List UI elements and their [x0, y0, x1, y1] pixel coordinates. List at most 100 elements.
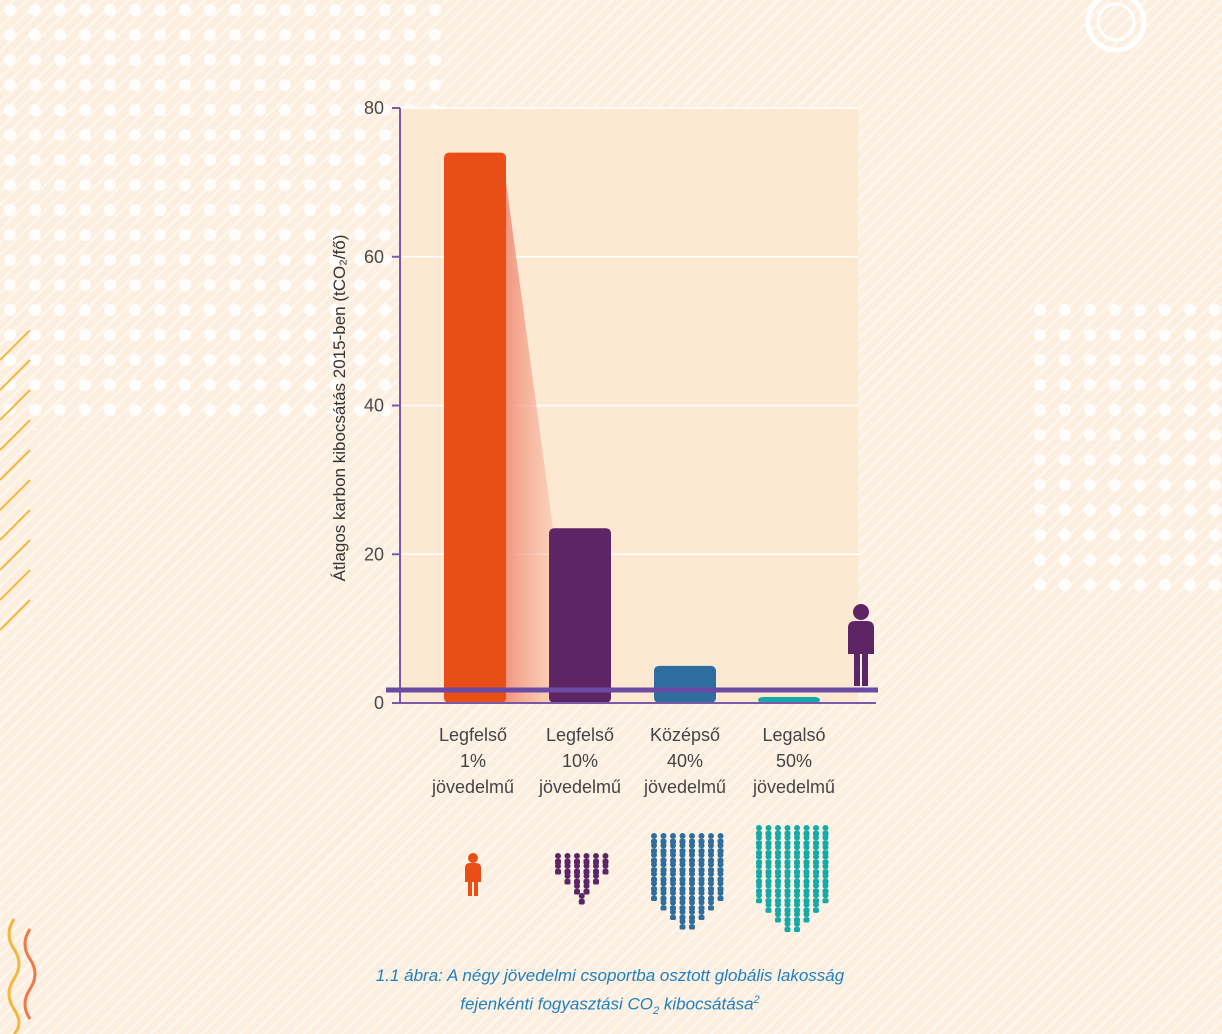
person-body [803, 907, 810, 913]
person-dot [803, 834, 810, 841]
person-body [756, 869, 762, 875]
person-body [822, 831, 829, 837]
person-dot [689, 880, 695, 887]
person-body [651, 886, 657, 892]
person-dot [717, 880, 724, 887]
person-dot [689, 890, 695, 896]
person-body [794, 879, 800, 885]
person-dot [698, 909, 705, 915]
person-dot [670, 842, 676, 849]
person-body [660, 848, 667, 854]
person-dot [670, 861, 676, 868]
decorative-squiggle [7, 918, 37, 1034]
person-body [813, 840, 819, 846]
person-dot [602, 863, 609, 869]
category-label-top-10: Legfelső 10% jövedelmű [538, 725, 622, 797]
person-body [717, 867, 724, 873]
person-body [679, 858, 686, 863]
person-body [660, 858, 667, 863]
person-body [698, 877, 705, 882]
bar [654, 665, 716, 703]
person-body [775, 879, 781, 885]
person-body [756, 840, 762, 846]
person-body [794, 898, 800, 904]
bar [549, 528, 611, 703]
person-dot [756, 863, 762, 870]
person-body [756, 888, 762, 894]
person-dot [803, 825, 810, 831]
person-dot [651, 861, 657, 868]
person-dot [574, 863, 580, 869]
person-dot [822, 844, 829, 851]
figure-caption: 1.1 ábra: A négy jövedelmi csoportba osz… [375, 966, 845, 1018]
person-body [765, 850, 772, 856]
person-body [794, 907, 800, 913]
person-body [717, 839, 724, 844]
group-50-icon [756, 825, 829, 933]
group-40-icon [651, 833, 724, 930]
person-body [593, 869, 599, 875]
person-dot [813, 873, 819, 879]
person-body [689, 905, 695, 911]
person-dot [784, 825, 791, 831]
person-dot [574, 883, 580, 889]
person-dot [803, 911, 810, 918]
person-body [651, 867, 657, 873]
person-dot [708, 833, 714, 839]
person-body [689, 886, 695, 892]
person-dot [813, 825, 819, 831]
person-dot [583, 863, 590, 869]
person-dot [803, 882, 810, 889]
person-body [574, 859, 580, 865]
person-dot [813, 844, 819, 851]
person-body [803, 888, 810, 894]
person-dot [775, 882, 781, 889]
person-dot [698, 899, 705, 906]
person-body [660, 896, 667, 901]
person-dot [717, 833, 724, 839]
person-dot [660, 833, 667, 839]
y-tick-label: 20 [364, 544, 384, 564]
person-body [775, 907, 781, 913]
person-dot [803, 901, 810, 908]
person-body [717, 848, 724, 854]
person-body [784, 840, 791, 846]
person-dot [822, 873, 829, 879]
person-body [708, 877, 714, 882]
person-body [822, 888, 829, 894]
person-dot [555, 853, 561, 859]
person-body [555, 869, 561, 875]
person-body [689, 858, 695, 863]
person-dot [765, 834, 772, 841]
person-dot [670, 909, 676, 915]
decorative-dots-right [1030, 300, 1222, 600]
person-dot [794, 853, 800, 860]
person-dot [756, 882, 762, 889]
person-body [698, 867, 705, 873]
person-dot [803, 873, 810, 879]
person-dot [574, 873, 580, 879]
person-body [679, 839, 686, 844]
person-body [670, 848, 676, 854]
person-dot [689, 861, 695, 868]
person-dot [794, 873, 800, 879]
person-body [708, 839, 714, 844]
person-body [775, 898, 781, 904]
person-body [679, 867, 686, 873]
person-body [803, 831, 810, 837]
person-dot [593, 873, 599, 879]
person-body [775, 888, 781, 894]
person-dot [717, 852, 724, 858]
person-body [784, 869, 791, 875]
person-dot [784, 882, 791, 889]
person-dot [717, 871, 724, 877]
person-body [660, 877, 667, 882]
person-body [765, 879, 772, 885]
person-dot [822, 834, 829, 841]
person-body [784, 850, 791, 856]
person-dot [813, 901, 819, 908]
person-dot [708, 871, 714, 877]
decorative-dots-left [0, 0, 450, 430]
person-dot [784, 873, 791, 879]
